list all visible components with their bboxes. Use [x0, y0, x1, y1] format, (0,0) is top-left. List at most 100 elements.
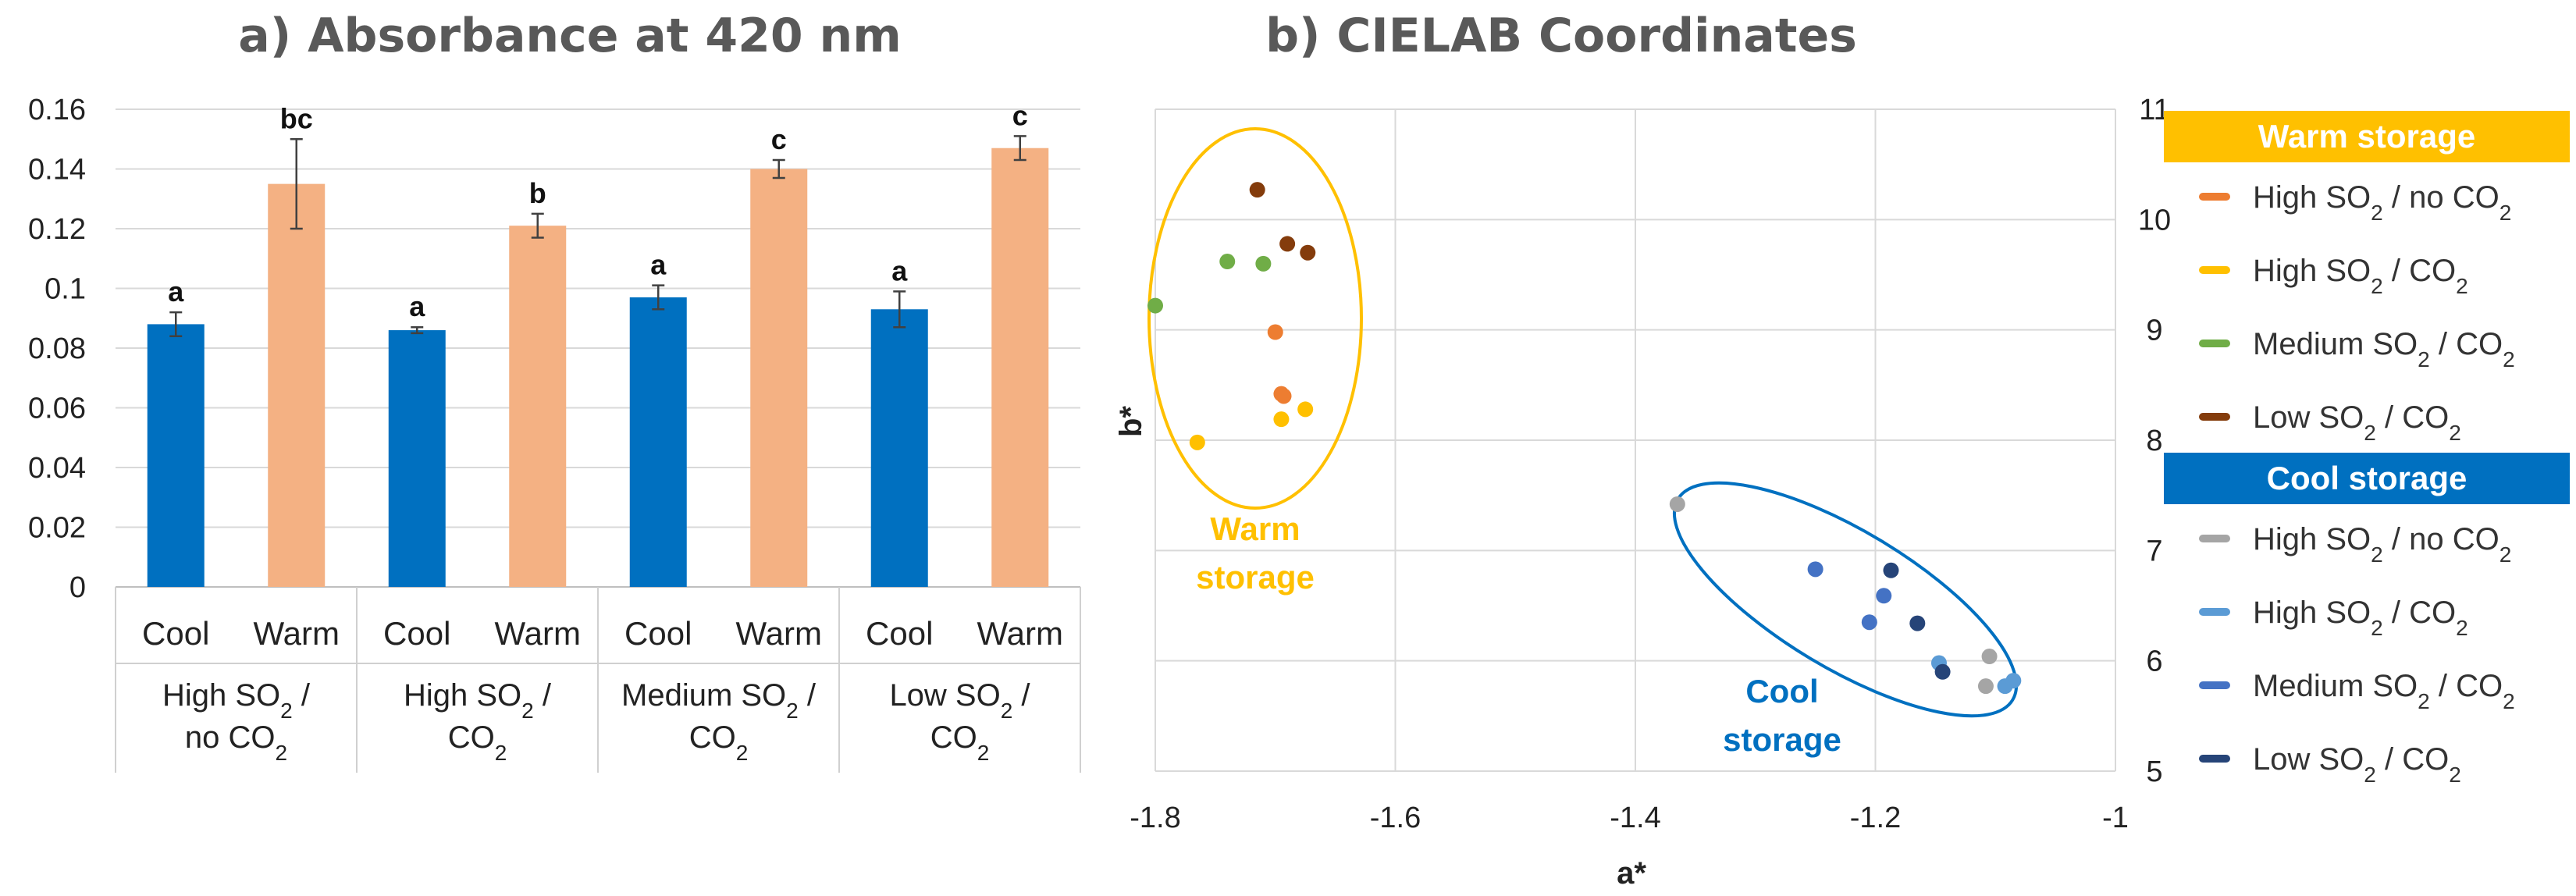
- storage-annotations: Warm storage Cool storage: [1196, 510, 1841, 758]
- bar-cool-2: [629, 297, 687, 587]
- scatter-point: [1249, 182, 1265, 198]
- significance-label: a: [891, 254, 908, 286]
- bar-y-tick-label: 0.08: [28, 332, 86, 365]
- bar-category-label: Warm: [254, 615, 340, 652]
- legend-section-header: [2164, 453, 2570, 504]
- scatter-point: [1669, 496, 1685, 512]
- bar-category-label: Cool: [142, 615, 209, 652]
- scatter-x-tick-label: -1.4: [1610, 802, 1660, 834]
- bar-warm-1: [509, 226, 567, 587]
- scatter-point: [1267, 324, 1283, 340]
- scatter-point: [1883, 562, 1899, 578]
- legend-section-title: Cool storage: [2267, 460, 2467, 496]
- legend-entry-label: High SO2 / no CO2: [2253, 522, 2511, 567]
- bar-y-tick-label: 0.14: [28, 154, 86, 187]
- legend-entry-label: Low SO2 / CO2: [2253, 742, 2461, 787]
- bar-cool-1: [388, 330, 446, 587]
- scatter-point: [2005, 673, 2022, 689]
- significance-label: bc: [280, 102, 313, 134]
- scatter-y-tick-label: 10: [2138, 204, 2171, 236]
- bar-group-label: CO2: [448, 720, 507, 765]
- scatter-x-tick-label: -1.8: [1130, 802, 1180, 834]
- bar-group-label: High SO2 /: [404, 678, 552, 723]
- significance-label: a: [650, 249, 667, 281]
- legend-section-header: [2164, 111, 2570, 162]
- storage-annotation: Warm: [1210, 510, 1300, 547]
- bar-y-tick-label: 0.04: [28, 452, 86, 485]
- scatter-point: [1219, 254, 1236, 270]
- scatter-point: [1297, 401, 1314, 418]
- scatter-y-axis-label: b*: [1114, 406, 1148, 437]
- bar-chart-panel: a) Absorbance at 420 nm 0 0.02 0.04 0.06 0.0…: [28, 9, 1081, 773]
- scatter-legend: Warm storage High SO2 / no CO2 High SO2 / …: [2164, 111, 2570, 787]
- legend-entry-label: Low SO2 / CO2: [2253, 400, 2461, 445]
- scatter-point: [1147, 297, 1163, 314]
- scatter-x-axis-label: a*: [1617, 856, 1646, 891]
- significance-label: a: [168, 276, 184, 308]
- bar-y-tick-label: 0.16: [28, 94, 86, 126]
- storage-ellipses: [1147, 127, 2019, 718]
- bar-group-label: Medium SO2 /: [621, 678, 817, 723]
- scatter-gridlines: [1155, 108, 2116, 772]
- scatter-point: [1276, 388, 1292, 404]
- bar-category-label: Cool: [383, 615, 450, 652]
- scatter-y-tick-label: 6: [2146, 645, 2162, 678]
- legend-entry-label: High SO2 / CO2: [2253, 254, 2468, 298]
- scatter-x-tick-label: -1.6: [1370, 802, 1421, 834]
- bar-category-label: Cool: [624, 615, 692, 652]
- scatter-x-tick-label: -1: [2102, 802, 2129, 834]
- storage-annotation: storage: [1196, 559, 1315, 596]
- bar-chart-bars: a bc a b a c a c: [147, 99, 1049, 588]
- scatter-points: [1147, 182, 2022, 695]
- scatter-y-tick-label: 7: [2146, 535, 2162, 567]
- scatter-point: [1909, 615, 1926, 631]
- bar-warm-0: [268, 183, 326, 587]
- bar-y-tick-label: 0.1: [44, 273, 86, 306]
- scatter-y-tick-label: 8: [2146, 425, 2162, 457]
- legend-section-title: Warm storage: [2258, 118, 2476, 155]
- bar-group-label: CO2: [689, 720, 749, 765]
- bar-category-label: Cool: [866, 615, 933, 652]
- scatter-chart-panel: b) CIELAB Coordinates -1.8 -1.6 -1.4 -1.2 -1…: [1114, 9, 2171, 891]
- scatter-point: [1189, 434, 1205, 450]
- bar-group-label: High SO2 /: [162, 678, 311, 723]
- scatter-point: [1807, 561, 1823, 578]
- scatter-chart-title: b) CIELAB Coordinates: [1265, 9, 1857, 63]
- bar-y-tick-label: 0.12: [28, 213, 86, 246]
- bar-cool-0: [147, 324, 205, 587]
- bar-category-label: Warm: [977, 615, 1063, 652]
- storage-annotation: storage: [1723, 721, 1841, 758]
- scatter-point: [1977, 678, 1994, 695]
- scatter-point: [1981, 649, 1998, 665]
- significance-label: b: [529, 177, 546, 209]
- bar-cool-3: [870, 309, 928, 587]
- bar-y-tick-label: 0: [69, 571, 86, 604]
- scatter-point: [1861, 614, 1877, 631]
- warm-storage-ellipse: [1147, 127, 1363, 510]
- legend-entry-label: High SO2 / CO2: [2253, 596, 2468, 640]
- legend-entry-label: Medium SO2 / CO2: [2253, 669, 2515, 713]
- bar-category-label: Warm: [736, 615, 822, 652]
- bar-y-tick-label: 0.02: [28, 512, 86, 545]
- bar-category-label: Warm: [495, 615, 581, 652]
- bar-group-label: CO2: [930, 720, 990, 765]
- cool-storage-ellipse: [1672, 481, 2019, 718]
- scatter-point: [1934, 663, 1951, 680]
- storage-annotation: Cool: [1745, 673, 1818, 709]
- scatter-x-tick-label: -1.2: [1850, 802, 1901, 834]
- significance-label: c: [1012, 99, 1028, 131]
- scatter-point: [1300, 244, 1316, 261]
- significance-label: c: [771, 123, 787, 155]
- legend-entry-label: High SO2 / no CO2: [2253, 180, 2511, 225]
- bar-group-label: no CO2: [185, 720, 287, 765]
- bar-chart-title: a) Absorbance at 420 nm: [238, 9, 901, 63]
- bar-chart-gridlines: [116, 108, 1080, 588]
- significance-label: a: [409, 290, 425, 322]
- legend-entry-label: Medium SO2 / CO2: [2253, 327, 2515, 372]
- scatter-y-tick-label: 9: [2146, 315, 2162, 347]
- bar-chart-y-ticks: 0 0.02 0.04 0.06 0.08 0.1 0.12 0.14 0.16: [28, 94, 86, 604]
- bar-warm-2: [750, 169, 808, 587]
